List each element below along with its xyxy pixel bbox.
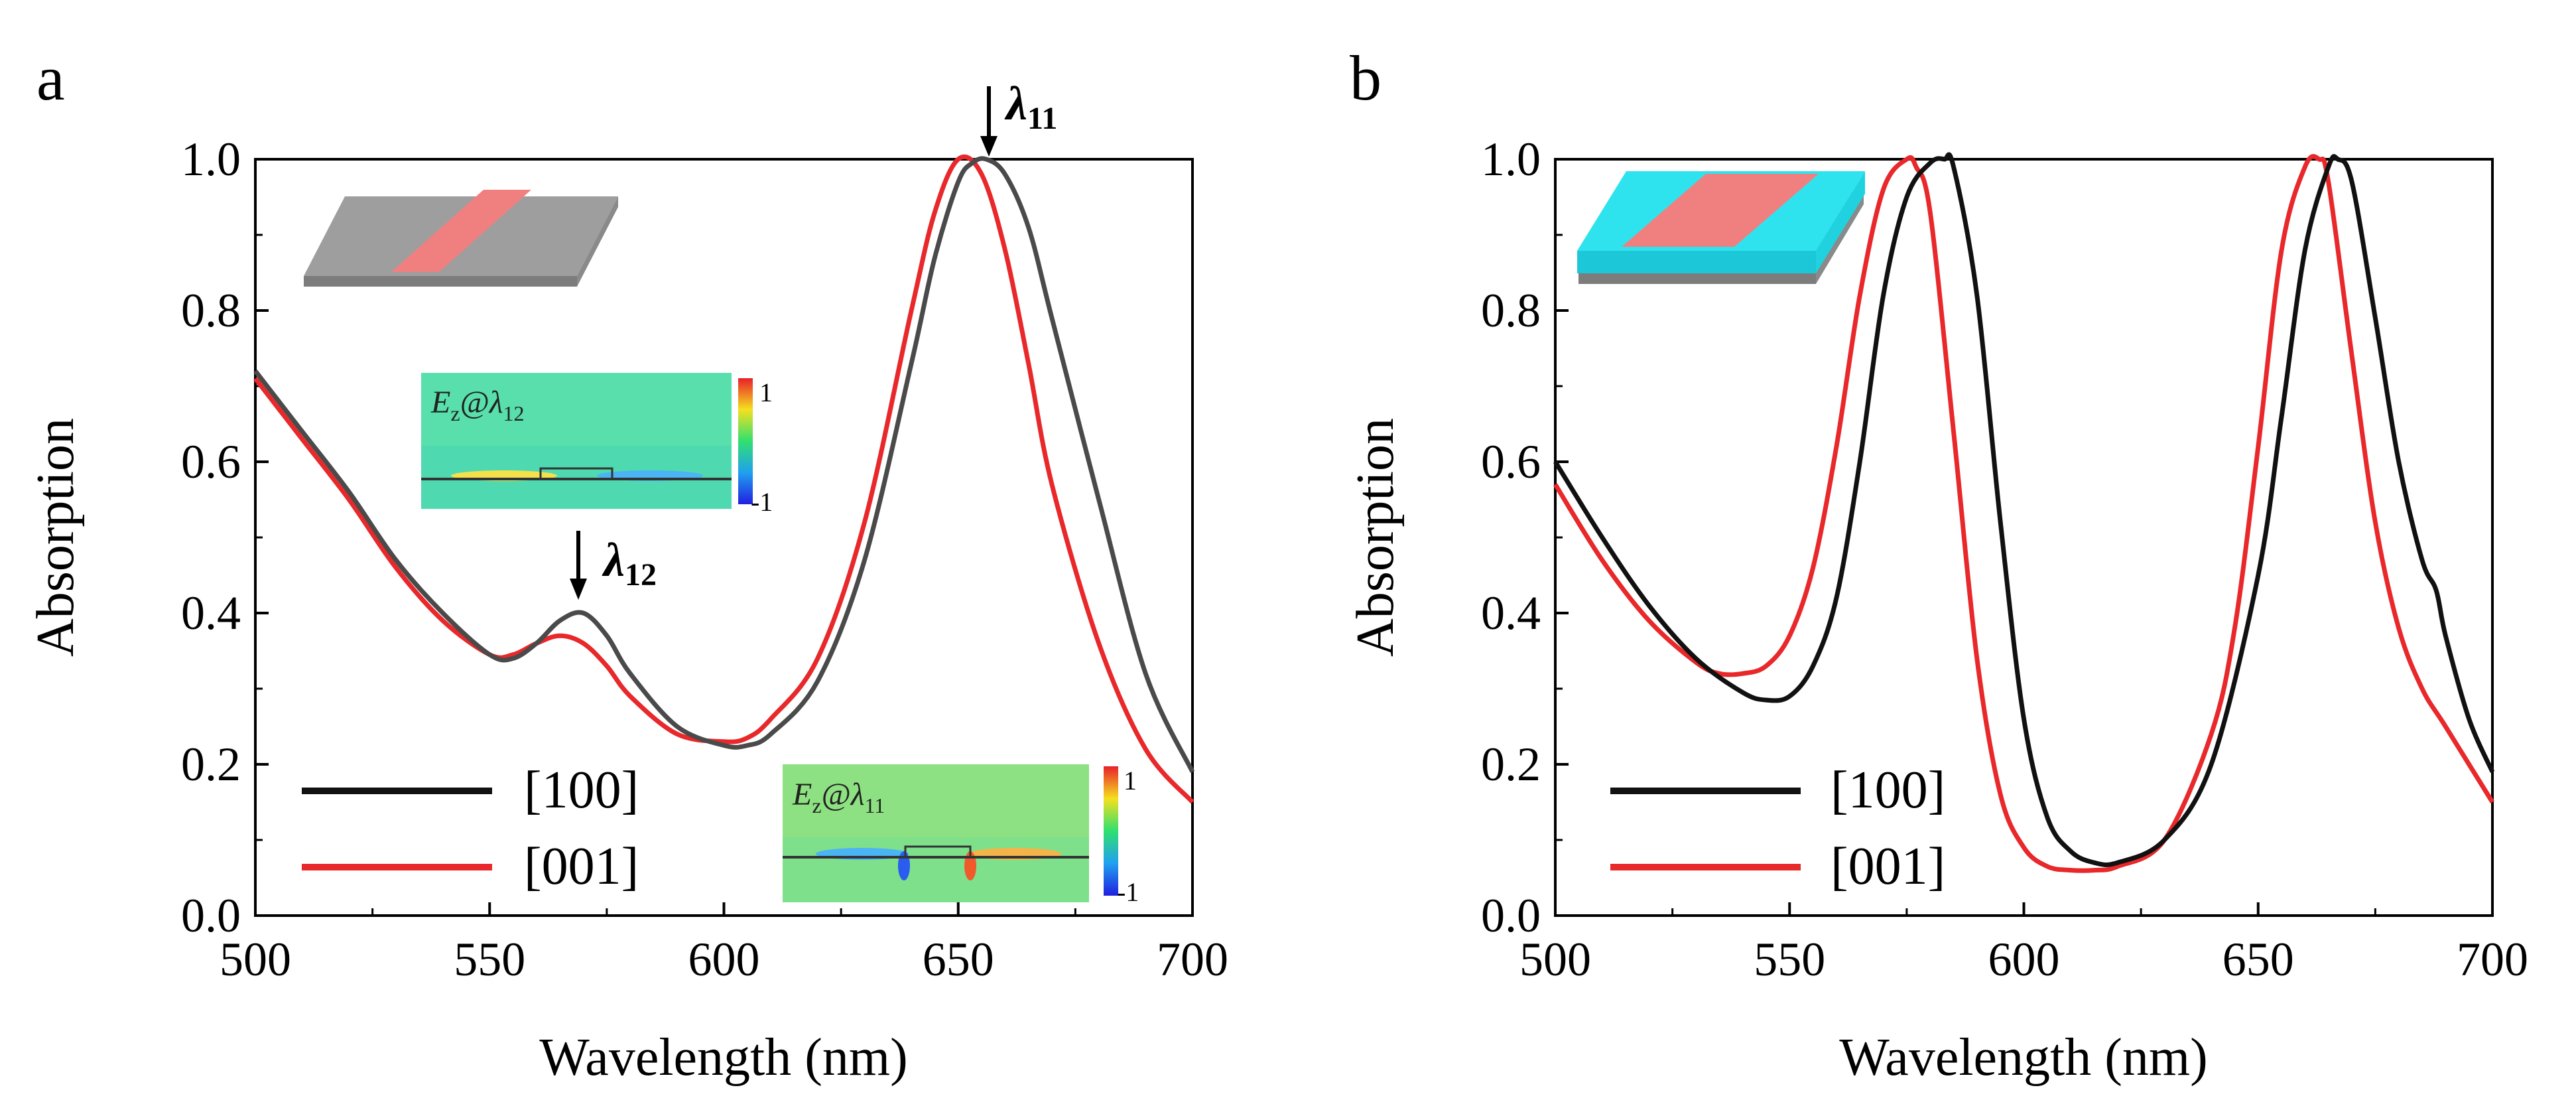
series-line-001-b	[1553, 154, 2494, 873]
y-axis-title-a: Absorption	[27, 418, 85, 657]
field-map-lambda11-label: Ez@λ11	[792, 777, 885, 817]
x-tick-label-b: 650	[2222, 933, 2294, 986]
field-map-lambda12-label: Ez@λ12	[430, 385, 524, 425]
series-group-a	[253, 154, 1195, 804]
series-line-001-a	[253, 154, 1194, 804]
field-map-lambda12: Ez@λ12 1 -1	[421, 373, 773, 517]
colorbar-lambda11-max: 1	[1124, 766, 1137, 795]
legend-label-100-a: [100]	[524, 761, 639, 819]
y-tick-label-a: 0.8	[181, 284, 241, 337]
x-tick-label-b: 550	[1754, 933, 1825, 986]
y-tick-label-a: 0.4	[181, 587, 241, 640]
legend-b: [100] [001]	[1610, 761, 1945, 896]
colorbar-lambda12-min: -1	[751, 487, 773, 517]
x-tick-label-b: 600	[1988, 933, 2060, 986]
svg-text:λ12: λ12	[602, 533, 657, 592]
y-tick-label-b: 1.0	[1481, 133, 1541, 186]
panel-letter-a: a	[36, 42, 65, 113]
legend-label-100-b: [100]	[1831, 761, 1945, 819]
colorbar-lambda12-max: 1	[759, 378, 773, 407]
x-tick-label-a: 600	[688, 933, 760, 986]
y-tick-label-a: 0.6	[181, 435, 241, 488]
x-tick-label-a: 500	[220, 933, 291, 986]
series-group-b	[1553, 152, 2495, 873]
y-tick-label-b: 0.2	[1481, 738, 1541, 791]
legend-a: [100] [001]	[302, 761, 639, 896]
colorbar-lambda12	[738, 378, 753, 504]
series-line-100-a	[253, 156, 1195, 773]
panel-a: a 500 550 600 650 700 0.0 0.2 0.4 0.6 0.8 1.0 Wave…	[27, 42, 1228, 1087]
panel-b: b 500 550 600 650 700 0.0 0.2 0.4 0.6 0.8 1.0 Wave…	[1346, 42, 2528, 1087]
x-tick-label-b: 500	[1519, 933, 1591, 986]
structure-schematic-b	[1577, 171, 1865, 284]
x-tick-label-a: 550	[454, 933, 525, 986]
x-tick-label-b: 700	[2457, 933, 2528, 986]
y-tick-label-a: 1.0	[181, 133, 241, 186]
structure-schematic-a	[304, 190, 618, 287]
y-tick-label-b: 0.0	[1481, 889, 1541, 942]
series-line-100-b	[1553, 152, 2495, 867]
annotation-lambda11: λ11	[980, 77, 1057, 157]
ticks-b: 500 550 600 650 700 0.0 0.2 0.4 0.6 0.8 1.0	[1481, 133, 2528, 986]
x-axis-title-a: Wavelength (nm)	[539, 1028, 908, 1087]
ticks-a: 500 550 600 650 700 0.0 0.2 0.4 0.6 0.8 1.0	[181, 133, 1228, 986]
y-tick-label-a: 0.0	[181, 889, 241, 942]
colorbar-lambda11	[1104, 766, 1118, 896]
y-tick-label-b: 0.4	[1481, 587, 1541, 640]
panel-letter-b: b	[1350, 42, 1382, 113]
y-tick-label-a: 0.2	[181, 738, 241, 791]
legend-label-001-a: [001]	[524, 837, 639, 896]
svg-text:λ11: λ11	[1004, 77, 1057, 136]
y-tick-label-b: 0.6	[1481, 435, 1541, 488]
y-axis-title-b: Absorption	[1346, 418, 1405, 657]
legend-label-001-b: [001]	[1831, 837, 1945, 896]
annotation-lambda12: λ12	[570, 531, 657, 600]
x-tick-label-a: 700	[1157, 933, 1228, 986]
colorbar-lambda11-min: -1	[1117, 877, 1139, 907]
x-axis-title-b: Wavelength (nm)	[1839, 1028, 2208, 1087]
field-map-lambda11: Ez@λ11 1 -1	[783, 764, 1139, 907]
x-tick-label-a: 650	[923, 933, 994, 986]
y-tick-label-b: 0.8	[1481, 284, 1541, 337]
